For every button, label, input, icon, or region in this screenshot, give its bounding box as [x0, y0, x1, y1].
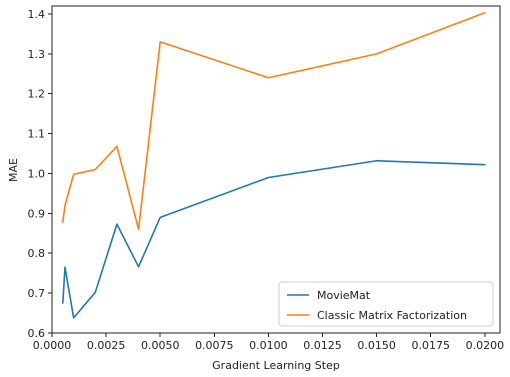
legend-label: Classic Matrix Factorization — [317, 309, 467, 322]
plot-frame — [51, 5, 501, 334]
series-line-classic-matrix-factorization — [62, 11, 486, 231]
x-tick-label: 0.0075 — [195, 339, 234, 352]
y-tick-label: 0.6 — [28, 327, 46, 340]
x-tick-label: 0.0000 — [33, 339, 72, 352]
series-layer — [62, 11, 486, 319]
y-tick-label: 1.3 — [28, 48, 46, 61]
y-tick-label: 0.7 — [28, 287, 46, 300]
x-tick-label: 0.0150 — [357, 339, 396, 352]
y-tick-label: 1.1 — [28, 128, 46, 141]
x-tick-label: 0.0125 — [303, 339, 342, 352]
series-line-moviemat — [62, 159, 486, 319]
y-tick-label: 1.2 — [28, 88, 46, 101]
y-tick-label: 1.0 — [28, 167, 46, 180]
y-axis-ticks: 0.6 0.7 0.8 0.9 1.0 1.1 1.2 1.3 1.4 — [28, 8, 52, 340]
legend-frame — [278, 281, 494, 327]
legend-label: MovieMat — [317, 289, 371, 302]
x-tick-label: 0.0200 — [466, 339, 505, 352]
y-tick-label: 0.8 — [28, 247, 46, 260]
x-tick-label: 0.0050 — [141, 339, 180, 352]
x-tick-label: 0.0175 — [411, 339, 450, 352]
x-axis-ticks: 0.0000 0.0025 0.0050 0.0075 0.0100 0.0125 0.01… — [33, 333, 504, 352]
y-axis-title: MAE — [7, 158, 20, 182]
y-tick-label: 1.4 — [28, 8, 46, 21]
x-axis-title: Gradient Learning Step — [212, 359, 340, 372]
x-tick-label: 0.0025 — [87, 339, 126, 352]
y-tick-label: 0.9 — [28, 207, 46, 220]
legend: MovieMat Classic Matrix Factorization — [278, 281, 494, 327]
x-tick-label: 0.0100 — [249, 339, 288, 352]
